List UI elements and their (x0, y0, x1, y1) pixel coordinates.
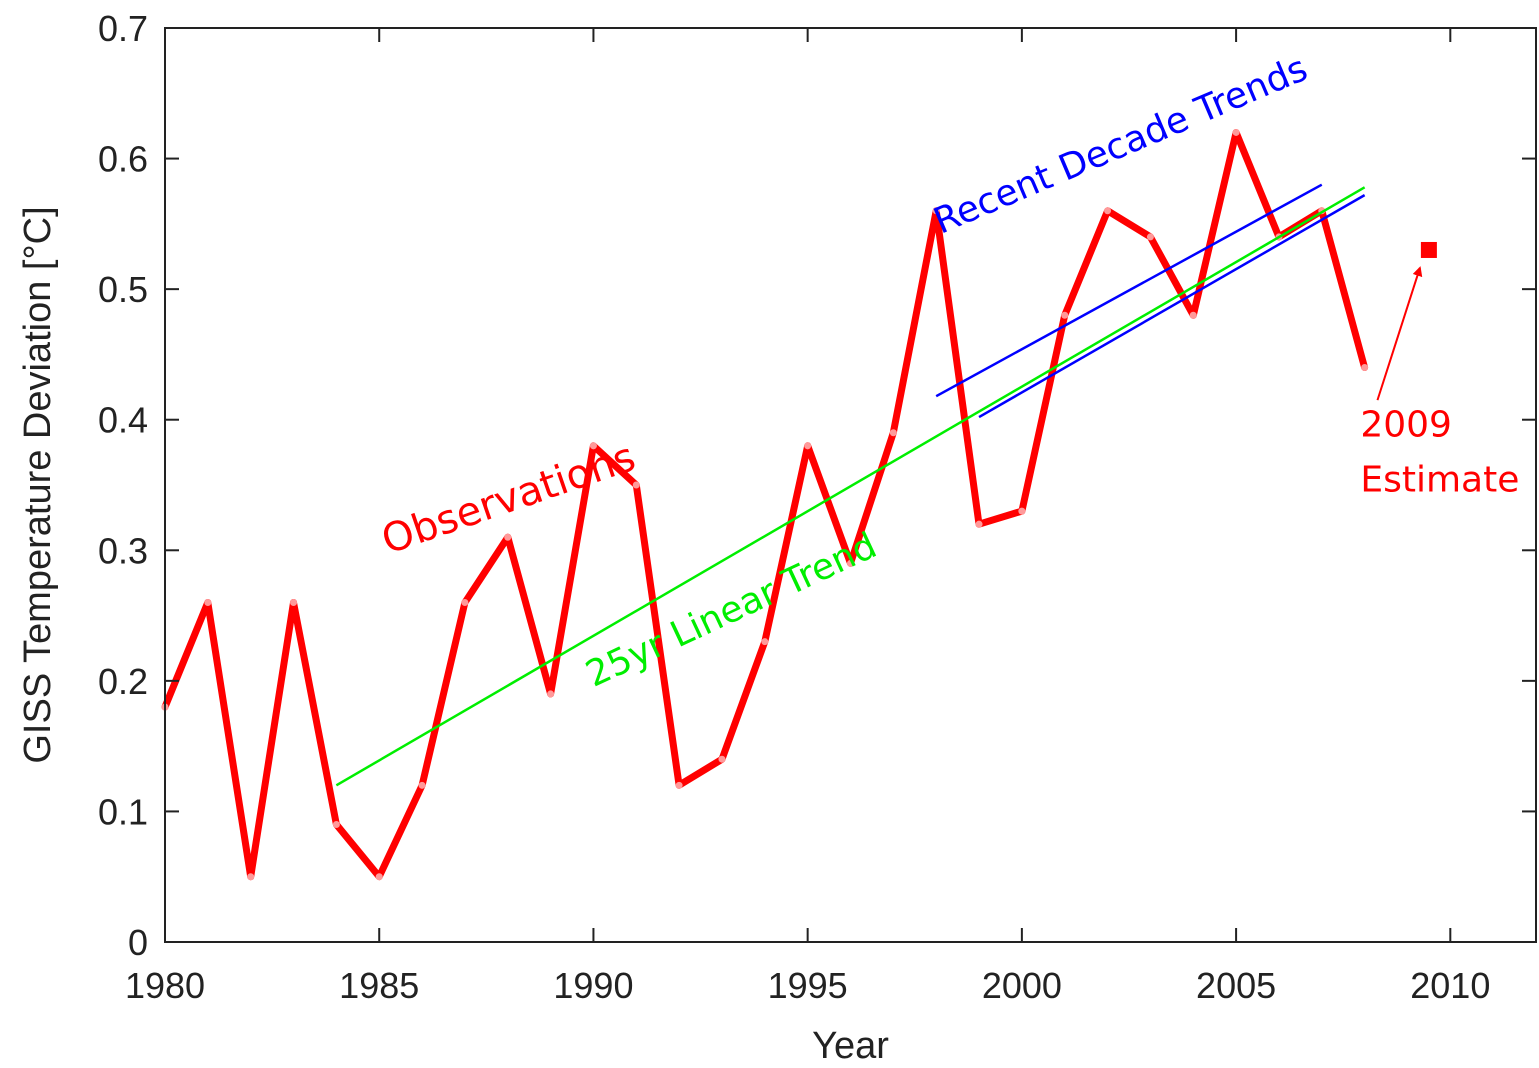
observation-point (932, 207, 940, 215)
observation-point (589, 442, 597, 450)
observation-point (461, 599, 469, 607)
y-tick-label: 0.4 (98, 400, 148, 441)
observation-point (1018, 507, 1026, 515)
y-tick-label: 0.2 (98, 661, 148, 702)
decade-trend-line (978, 194, 1366, 419)
annotation-label: 25yr Linear Trend (580, 525, 883, 695)
observation-point (761, 638, 769, 646)
observation-point (504, 533, 512, 541)
plot-frame (164, 27, 1537, 943)
y-tick-label: 0.3 (98, 530, 148, 571)
annotation-label: Recent Decade Trends (928, 48, 1313, 243)
observation-point (1104, 207, 1112, 215)
x-tick-label: 2005 (1196, 965, 1276, 1006)
y-axis-title: GISS Temperature Deviation [°C] (17, 206, 59, 763)
plot-border (164, 27, 1537, 943)
estimate-arrow (1376, 266, 1423, 401)
observation-point (975, 520, 983, 528)
observation-point (718, 755, 726, 763)
estimate-marker (1420, 241, 1437, 258)
x-tick-label: 1985 (339, 965, 419, 1006)
x-tick-label: 2000 (982, 965, 1062, 1006)
observation-point (375, 873, 383, 881)
y-tick-label: 0.1 (98, 791, 148, 832)
axis-ticks: 1980 1985 1990 1995 2000 2005 2010 0 0.1 0.2 0.3 0.… (98, 8, 1536, 1006)
observation-point (1061, 311, 1069, 319)
x-tick-label: 1990 (553, 965, 633, 1006)
y-tick-label: 0 (128, 922, 148, 963)
y-tick-label: 0.5 (98, 269, 148, 310)
observation-point (847, 559, 854, 567)
observation-point (889, 429, 897, 437)
observation-point (1232, 128, 1240, 136)
annotation-label: 2009 (1360, 405, 1452, 446)
x-axis-title: Year (812, 1025, 889, 1067)
observation-point (632, 481, 640, 489)
observation-point (1361, 363, 1369, 371)
y-tick-label: 0.6 (98, 139, 148, 180)
observation-point (547, 690, 555, 698)
observation-point (247, 873, 255, 881)
observation-point (332, 820, 340, 828)
x-tick-label: 2010 (1410, 965, 1490, 1006)
plot-lines (161, 128, 1437, 881)
observation-point (418, 781, 426, 789)
y-tick-label: 0.7 (98, 8, 148, 49)
x-tick-label: 1980 (125, 965, 205, 1006)
observation-point (675, 781, 683, 789)
observation-point (290, 599, 298, 607)
annotation-label: Estimate (1360, 460, 1519, 501)
x-tick-label: 1995 (768, 965, 848, 1006)
observation-point (204, 599, 212, 607)
observation-point (804, 442, 812, 450)
observations-line (161, 129, 1369, 881)
observation-point (1146, 233, 1154, 241)
decade-trend-line (935, 183, 1323, 398)
observation-point (1189, 311, 1197, 319)
linear-trend-line (335, 186, 1366, 787)
